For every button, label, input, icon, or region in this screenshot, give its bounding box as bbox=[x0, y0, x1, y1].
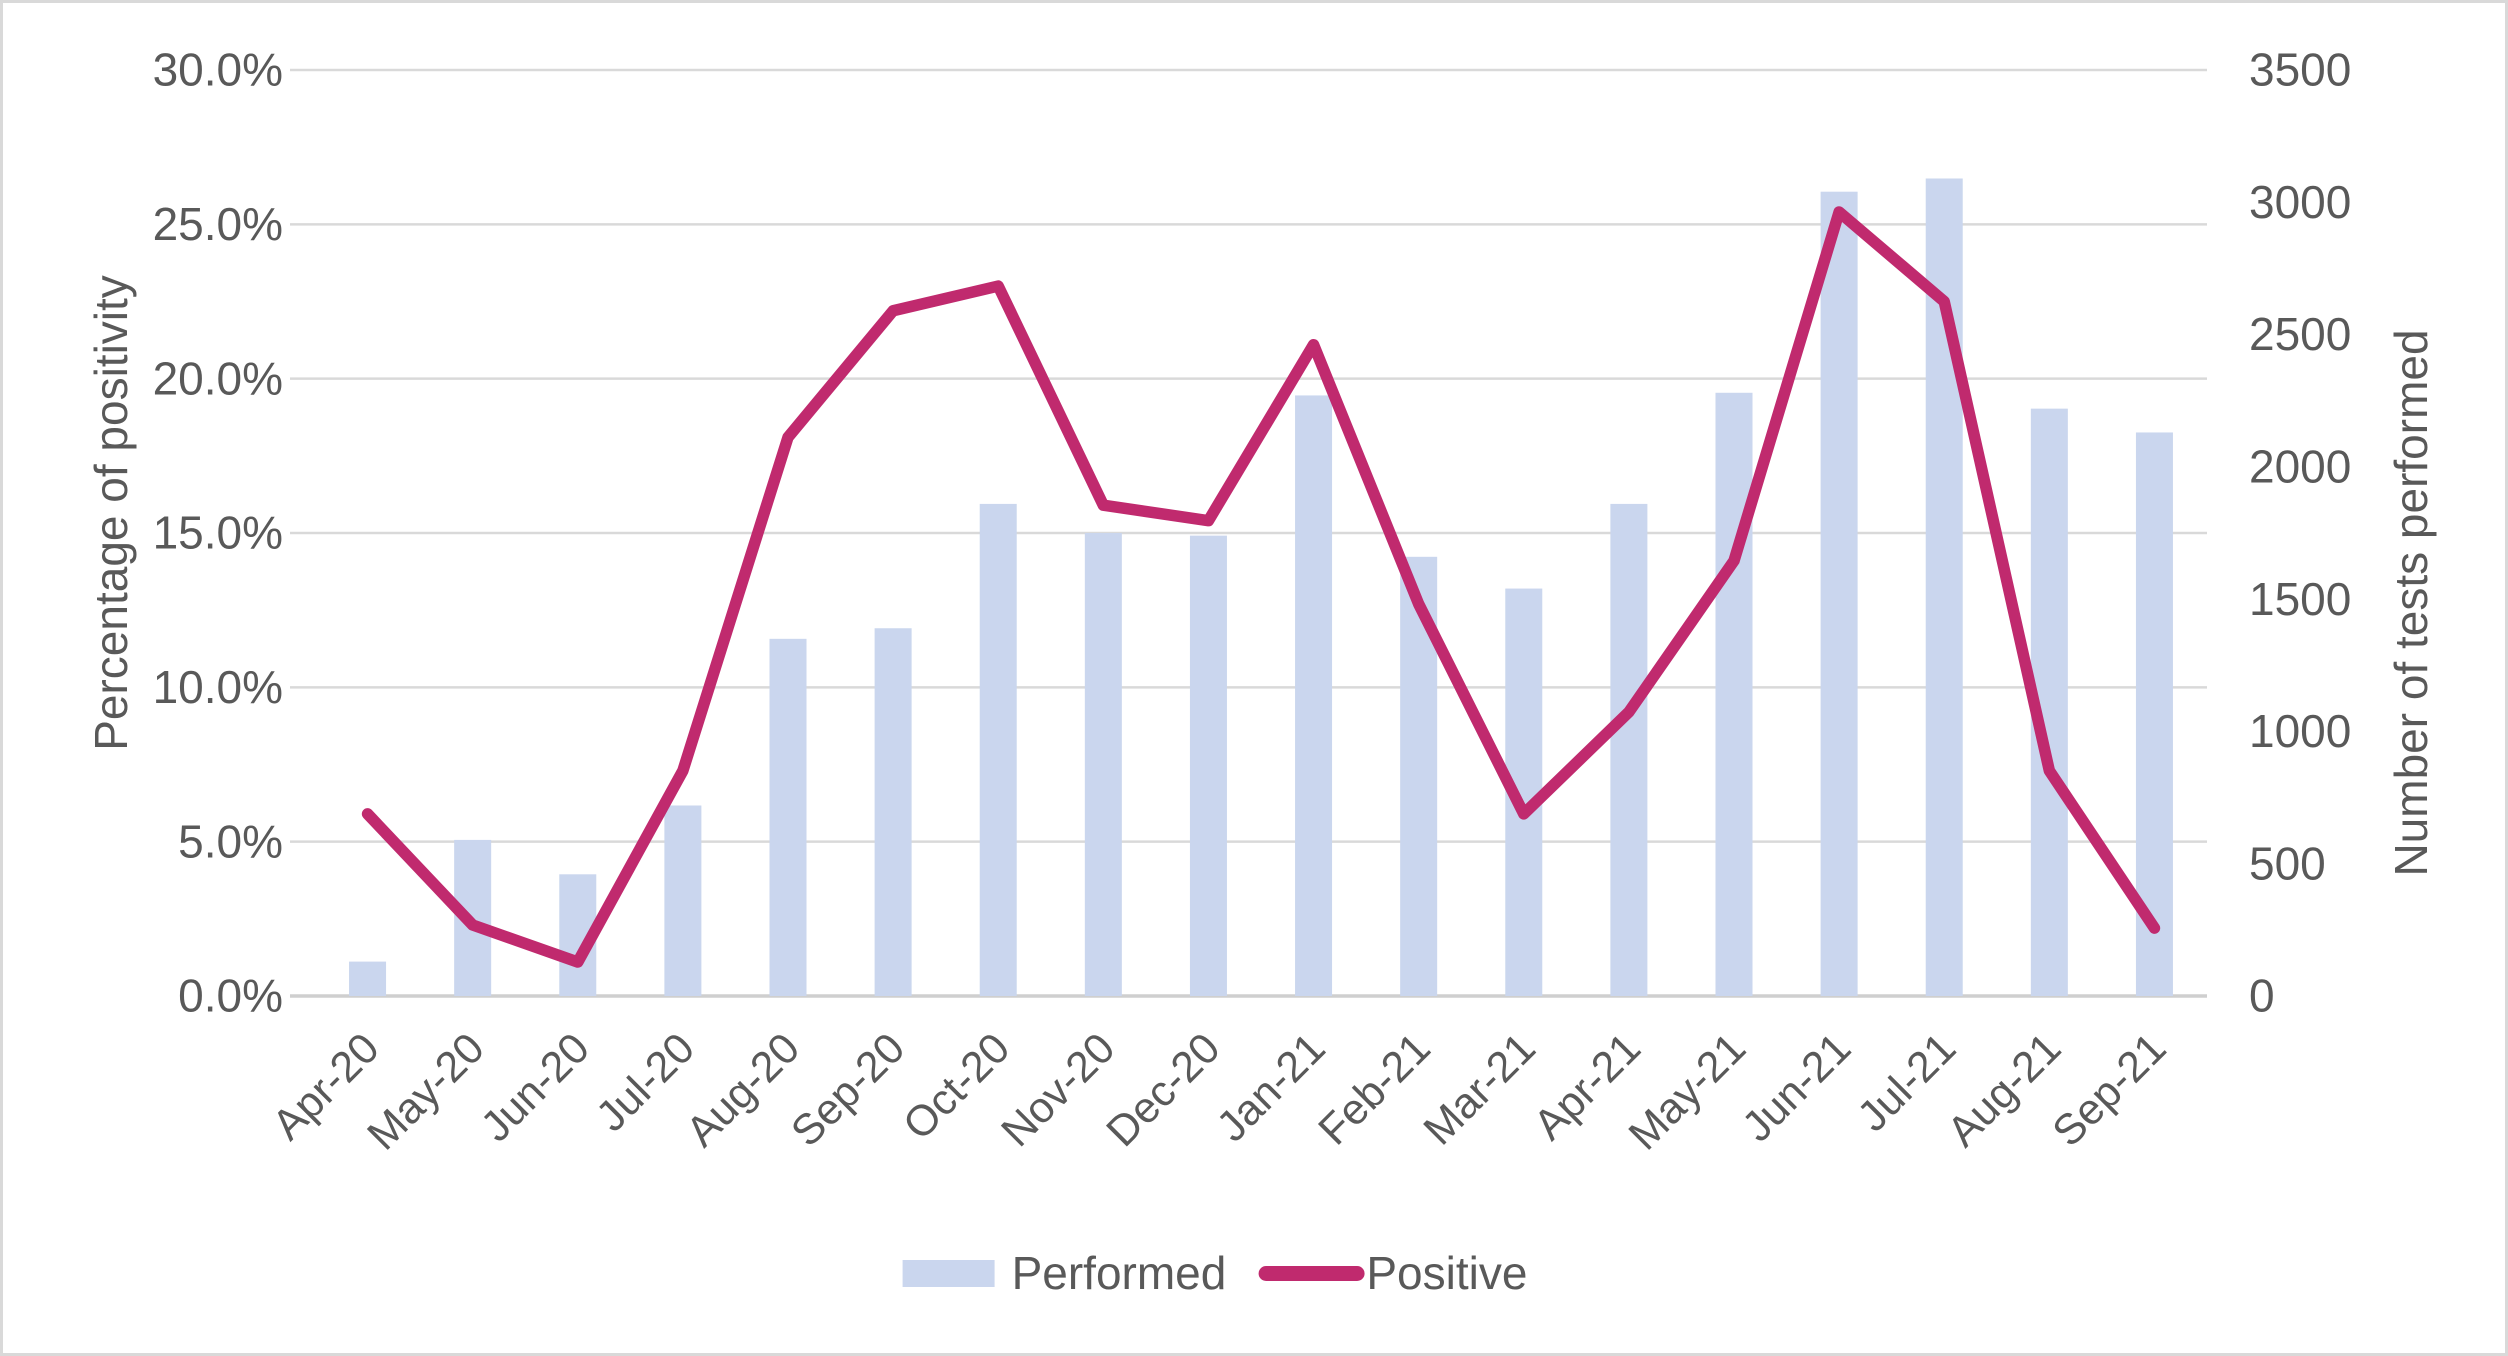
left-axis-tick-label: 20.0% bbox=[153, 352, 283, 404]
right-axis-tick-label: 2000 bbox=[2249, 440, 2351, 492]
x-axis-label-Jun-20: Jun-20 bbox=[472, 1024, 599, 1151]
left-axis-tick-label: 0.0% bbox=[178, 970, 283, 1022]
right-axis-tick-label: 0 bbox=[2249, 970, 2275, 1022]
positive-line bbox=[361, 206, 2161, 968]
x-axis-label-Feb-21: Feb-21 bbox=[1309, 1024, 1439, 1154]
right-axis-tick-label: 2500 bbox=[2249, 308, 2351, 360]
legend-entry-positive: Positive bbox=[1258, 1246, 1527, 1300]
performed-bar-May-21 bbox=[1715, 392, 1753, 997]
right-axis-tick-label: 3500 bbox=[2249, 44, 2351, 96]
left-axis-tick-label: 25.0% bbox=[153, 198, 283, 250]
performed-bar-Sep-20 bbox=[874, 628, 912, 996]
x-axis-label-Sep-21: Sep-21 bbox=[2044, 1024, 2176, 1156]
legend-entry-performed: Performed bbox=[902, 1246, 1227, 1300]
left-axis-tick-label: 10.0% bbox=[153, 661, 283, 713]
right-axis-title: Number of tests performed bbox=[2385, 329, 2437, 877]
x-axis-label-Mar-21: Mar-21 bbox=[1415, 1024, 1545, 1154]
x-axis-label-Sep-20: Sep-20 bbox=[782, 1024, 914, 1156]
performed-bar-Jul-20 bbox=[664, 805, 702, 996]
x-axis-label-Aug-20: Aug-20 bbox=[677, 1024, 809, 1156]
performed-bar-Jun-21 bbox=[1820, 191, 1858, 996]
x-axis-label-Nov-20: Nov-20 bbox=[992, 1024, 1124, 1156]
performed-bar-Apr-21 bbox=[1610, 503, 1648, 996]
performed-bar-Apr-20 bbox=[349, 961, 387, 996]
performed-bar-Dec-20 bbox=[1189, 535, 1227, 996]
legend-label-positive: Positive bbox=[1366, 1247, 1528, 1299]
x-axis-label-Jun-21: Jun-21 bbox=[1733, 1024, 1860, 1151]
right-axis-tick-label: 1000 bbox=[2249, 705, 2351, 757]
performed-bar-Jan-21 bbox=[1295, 395, 1333, 996]
legend-label-performed: Performed bbox=[1011, 1247, 1227, 1299]
x-axis-label-Aug-21: Aug-21 bbox=[1938, 1024, 2070, 1156]
left-axis-tick-label: 15.0% bbox=[153, 507, 283, 559]
right-axis-tick-label: 1500 bbox=[2249, 573, 2351, 625]
performed-bar-Aug-20 bbox=[769, 638, 807, 996]
x-axis-label-Dec-20: Dec-20 bbox=[1098, 1024, 1230, 1156]
x-axis-label-Jan-21: Jan-21 bbox=[1208, 1024, 1335, 1151]
left-axis-tick-label: 5.0% bbox=[178, 815, 283, 867]
plot-area: 0.0% 5.0% 10.0% 15.0% 20.0% 25.0% 30.0% 0 500 100… bbox=[153, 44, 2352, 1160]
left-axis-tick-label: 30.0% bbox=[153, 44, 283, 96]
left-axis-title: Percentage of positivity bbox=[85, 275, 137, 751]
performed-bar-Nov-20 bbox=[1084, 533, 1122, 996]
positive-swatch-icon bbox=[1258, 1265, 1365, 1281]
right-axis-tick-label: 500 bbox=[2249, 837, 2326, 889]
x-axis-label-May-20: May-20 bbox=[358, 1024, 493, 1159]
legend: Performed Positive bbox=[902, 1246, 1527, 1300]
x-axis-label-May-21: May-21 bbox=[1620, 1024, 1755, 1159]
performed-bar-Oct-20 bbox=[979, 503, 1017, 996]
right-axis-tick-label: 3000 bbox=[2249, 176, 2351, 228]
performed-swatch-icon bbox=[902, 1259, 995, 1287]
